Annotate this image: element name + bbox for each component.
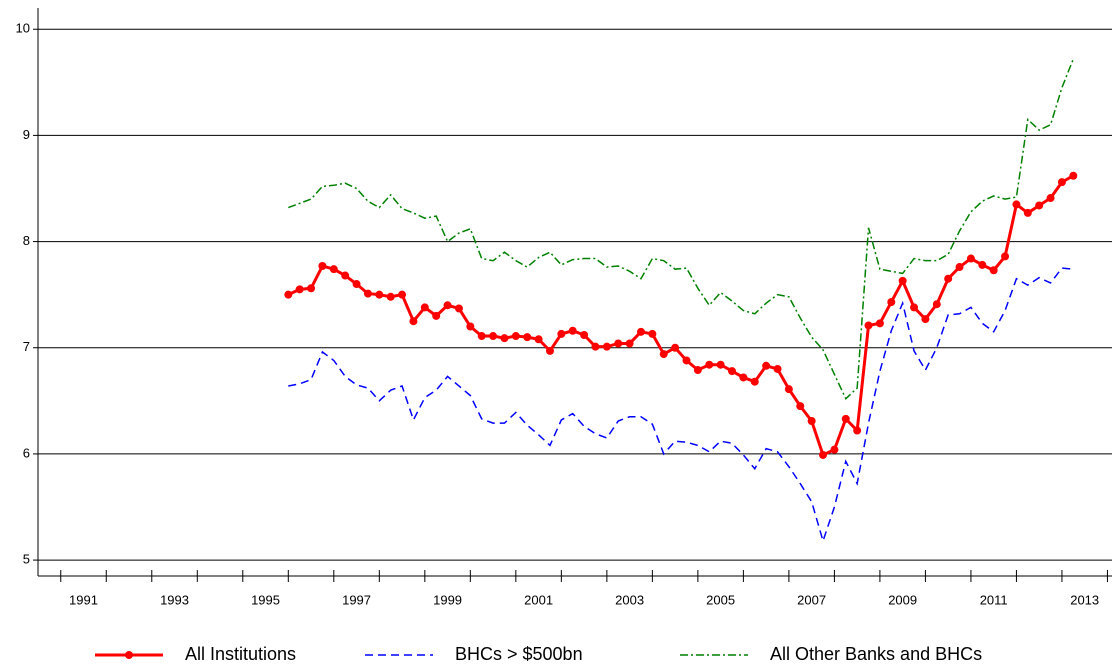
point [614, 339, 623, 348]
series-line [288, 58, 1075, 400]
point [318, 261, 327, 270]
point [853, 426, 862, 435]
point [454, 304, 463, 313]
point [762, 361, 771, 370]
point [1057, 178, 1066, 187]
x-tick-label: 2007 [797, 592, 826, 607]
point [557, 329, 566, 338]
point [739, 373, 748, 382]
point [329, 265, 338, 274]
point [682, 356, 691, 365]
point [386, 292, 395, 301]
x-tick-label: 2001 [524, 592, 553, 607]
point [489, 332, 498, 341]
y-tick-label: 9 [23, 127, 30, 142]
point [636, 327, 645, 336]
point [659, 350, 668, 359]
x-tick-label: 1991 [69, 592, 98, 607]
point [580, 330, 589, 339]
point [363, 289, 372, 298]
point [307, 284, 316, 293]
y-tick-label: 6 [23, 445, 30, 460]
point [1069, 171, 1078, 180]
point [295, 285, 304, 294]
y-tick-label: 8 [23, 233, 30, 248]
point [819, 450, 828, 459]
point [420, 303, 429, 312]
point [1046, 194, 1055, 203]
point [750, 377, 759, 386]
series-line [287, 174, 1075, 458]
point [932, 300, 941, 309]
legend-marker [125, 651, 133, 659]
point [705, 360, 714, 369]
point [898, 276, 907, 285]
point [375, 290, 384, 299]
point [773, 364, 782, 373]
point [966, 254, 975, 263]
point [671, 343, 680, 352]
point [477, 332, 486, 341]
point [568, 326, 577, 335]
point [728, 367, 737, 376]
x-tick-label: 2003 [615, 592, 644, 607]
point [352, 280, 361, 289]
point [1023, 208, 1032, 217]
point [944, 274, 953, 283]
series-line [288, 267, 1074, 544]
point [284, 290, 293, 299]
y-tick-label: 5 [23, 552, 30, 567]
point [978, 260, 987, 269]
point [955, 263, 964, 272]
point [500, 334, 509, 343]
point [830, 445, 839, 454]
x-tick-label: 1995 [251, 592, 280, 607]
point [1035, 201, 1044, 210]
point [807, 416, 816, 425]
point [523, 333, 532, 342]
point [887, 298, 896, 307]
point [841, 414, 850, 423]
point [511, 332, 520, 341]
x-tick-label: 2009 [888, 592, 917, 607]
point [1012, 200, 1021, 209]
point [910, 303, 919, 312]
point [864, 321, 873, 330]
point [409, 317, 418, 326]
y-tick-label: 7 [23, 339, 30, 354]
point [921, 315, 930, 324]
legend-label: BHCs > $500bn [455, 644, 583, 664]
x-tick-label: 2011 [980, 592, 1008, 607]
legend-label: All Institutions [185, 644, 296, 664]
point [1001, 252, 1010, 261]
x-tick-label: 2013 [1070, 592, 1099, 607]
point [875, 319, 884, 328]
point [443, 301, 452, 310]
point [534, 335, 543, 344]
point [625, 339, 634, 348]
point [716, 360, 725, 369]
x-tick-label: 2005 [706, 592, 735, 607]
point [432, 311, 441, 320]
point [693, 366, 702, 375]
point [591, 342, 600, 351]
x-tick-label: 1997 [342, 592, 371, 607]
x-tick-label: 1999 [433, 592, 462, 607]
y-tick-label: 10 [16, 21, 30, 36]
x-tick-label: 1993 [160, 592, 189, 607]
point [796, 402, 805, 411]
point [784, 385, 793, 394]
point [341, 271, 350, 280]
point [602, 342, 611, 351]
point [545, 346, 554, 355]
point [989, 266, 998, 275]
point [466, 322, 475, 331]
legend-label: All Other Banks and BHCs [770, 644, 982, 664]
point [398, 290, 407, 299]
point [648, 329, 657, 338]
